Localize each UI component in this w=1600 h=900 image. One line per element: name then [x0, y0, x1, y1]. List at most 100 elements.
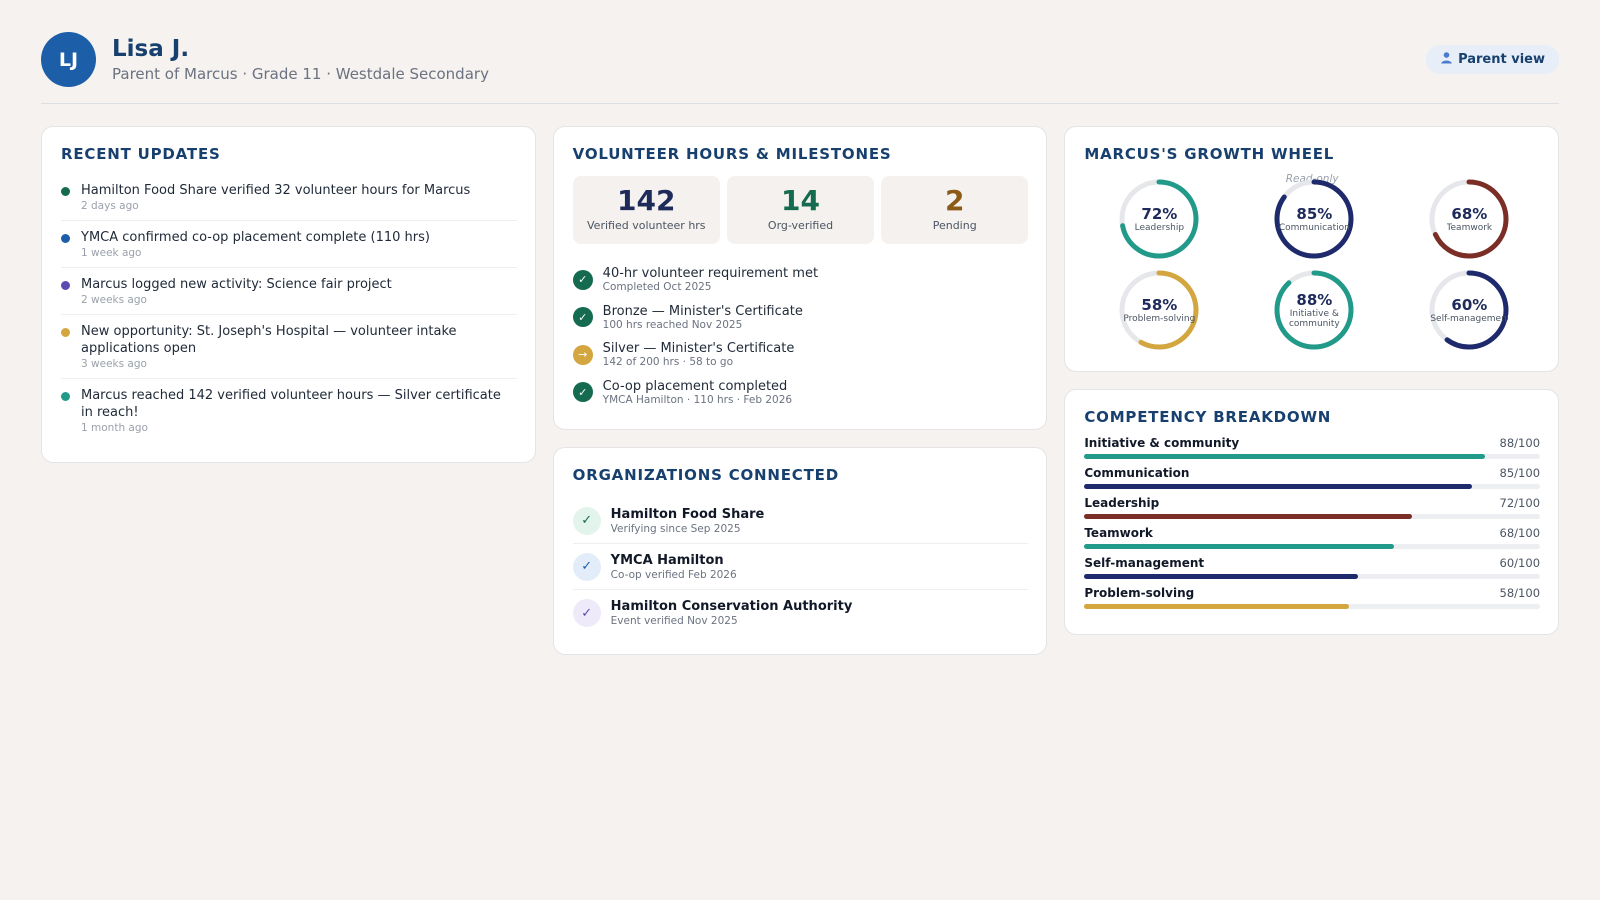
- update-text: Hamilton Food Share verified 32 voluntee…: [81, 183, 471, 198]
- milestone-title: Bronze — Minister's Certificate: [602, 303, 803, 319]
- ring-label: Problem-solving: [1123, 313, 1196, 324]
- ring-center: 68% Teamwork: [1427, 177, 1511, 261]
- competency-bar-fill: [1084, 574, 1358, 579]
- competency-score: 60/100: [1499, 556, 1541, 570]
- stat-value: 14: [781, 184, 820, 217]
- competency-row: Initiative & community 88/100: [1084, 436, 1541, 459]
- competency-row: Self-management 60/100: [1084, 556, 1541, 579]
- competency-bar: [1084, 544, 1541, 549]
- update-time: 2 weeks ago: [81, 294, 147, 306]
- ring-percent: 68%: [1451, 204, 1488, 223]
- skill-ring: 72% Leadership: [1117, 177, 1201, 261]
- stat-label: Org-verified: [767, 219, 834, 232]
- competency-header: Initiative & community 88/100: [1084, 436, 1540, 450]
- stat-label: Pending: [932, 219, 977, 232]
- ring-progress: [1119, 179, 1199, 259]
- organization-name: YMCA Hamilton: [610, 552, 724, 568]
- competency-bar: [1084, 514, 1541, 519]
- growth-wheel-title: MARCUS'S GROWTH WHEEL: [1084, 145, 1335, 163]
- update-time: 1 week ago: [81, 247, 142, 259]
- status-dot: [61, 187, 70, 196]
- column-middle: VOLUNTEER HOURS & MILESTONES 142 Verified…: [552, 126, 1048, 655]
- stat-tile: 142 Verified volunteer hrs: [572, 176, 720, 244]
- column-left: RECENT UPDATES Hamilton Food Share verif…: [41, 126, 536, 463]
- ring-center: 88% Initiative & community: [1272, 268, 1356, 352]
- milestone-item: → Silver — Minister's Certificate 142 of 2…: [572, 336, 1029, 374]
- stat-value: 142: [617, 184, 676, 217]
- ring-gauge: [1274, 179, 1354, 259]
- organization-body: Hamilton Conservation Authority Event ver…: [611, 599, 853, 627]
- organization-status: Co-op verified Feb 2026: [610, 568, 737, 581]
- skill-ring: 88% Initiative & community: [1272, 268, 1356, 352]
- organization-name: Hamilton Food Share: [610, 506, 765, 522]
- growth-wheel: Read-only 72% Leadership 85% Communication 6…: [1084, 172, 1540, 357]
- update-body: Marcus logged new activity: Science fair…: [81, 276, 392, 306]
- competency-bar-fill: [1084, 544, 1395, 549]
- milestone-sub: Completed Oct 2025: [602, 281, 712, 294]
- competency-bar-fill: [1084, 514, 1413, 519]
- organization-item[interactable]: ✓ YMCA Hamilton Co-op verified Feb 2026: [572, 544, 1029, 590]
- milestone-item: ✓ Co-op placement completed YMCA Hamilton …: [572, 374, 1029, 412]
- update-item[interactable]: New opportunity: St. Joseph's Hospital —…: [61, 323, 517, 379]
- update-item[interactable]: Hamilton Food Share verified 32 voluntee…: [61, 182, 517, 221]
- check-icon: ✓: [572, 382, 593, 403]
- status-dot: [61, 392, 70, 401]
- ring-center: 60% Self-management: [1427, 268, 1511, 352]
- page-header: LJ Lisa J. Parent of Marcus · Grade 11 ·…: [41, 32, 1559, 87]
- competency-header: Self-management 60/100: [1084, 556, 1540, 570]
- competency-row: Problem-solving 58/100: [1084, 586, 1541, 609]
- milestone-title: 40-hr volunteer requirement met: [602, 266, 819, 282]
- milestone-sub: 142 of 200 hrs · 58 to go: [602, 356, 734, 369]
- update-body: YMCA confirmed co-op placement complete …: [81, 229, 430, 259]
- update-item[interactable]: YMCA confirmed co-op placement complete …: [61, 229, 517, 268]
- update-body: New opportunity: St. Joseph's Hospital —…: [81, 323, 517, 370]
- volunteer-title: VOLUNTEER HOURS & MILESTONES: [572, 145, 892, 163]
- competency-row: Teamwork 68/100: [1084, 526, 1541, 549]
- ring-label: Communication: [1278, 222, 1350, 233]
- ring-gauge: [1274, 270, 1354, 350]
- ring-progress: [1274, 179, 1354, 259]
- competency-score: 58/100: [1499, 586, 1541, 600]
- organization-name: Hamilton Conservation Authority: [610, 599, 853, 614]
- ring-percent: 58%: [1141, 295, 1178, 314]
- ring-progress: [1119, 270, 1199, 350]
- competency-header: Problem-solving 58/100: [1084, 586, 1540, 600]
- milestone-sub: YMCA Hamilton · 110 hrs · Feb 2026: [602, 393, 793, 406]
- competency-header: Teamwork 68/100: [1084, 526, 1540, 540]
- update-text: Marcus logged new activity: Science fair…: [81, 277, 392, 292]
- competency-bar: [1084, 454, 1541, 459]
- parent-view-badge[interactable]: Parent view: [1426, 45, 1559, 74]
- parent-view-label: Parent view: [1458, 52, 1545, 67]
- competency-row: Communication 85/100: [1084, 466, 1541, 489]
- ring-label: Leadership: [1134, 222, 1185, 233]
- skill-ring: 58% Problem-solving: [1117, 268, 1201, 352]
- update-item[interactable]: Marcus logged new activity: Science fair…: [61, 276, 517, 315]
- ring-progress: [1274, 270, 1354, 350]
- update-time: 3 weeks ago: [81, 358, 147, 370]
- ring-label: Teamwork: [1446, 222, 1493, 233]
- competency-score: 72/100: [1499, 496, 1541, 510]
- skill-ring: 68% Teamwork: [1427, 177, 1511, 261]
- competency-bar: [1084, 604, 1541, 609]
- stat-tile: 14 Org-verified: [726, 176, 875, 244]
- organization-item[interactable]: ✓ Hamilton Food Share Verifying since Sep …: [572, 498, 1029, 544]
- competency-list: Initiative & community 88/100 Communicatio…: [1084, 436, 1541, 609]
- updates-list: Hamilton Food Share verified 32 voluntee…: [61, 182, 517, 444]
- ring-percent: 88%: [1296, 290, 1333, 309]
- competency-score: 88/100: [1499, 436, 1541, 450]
- milestone-item: ✓ Bronze — Minister's Certificate 100 hrs …: [572, 299, 1029, 337]
- ring-gauge: [1429, 179, 1509, 259]
- ring-center: 58% Problem-solving: [1117, 268, 1201, 352]
- ring-percent: 60%: [1451, 295, 1488, 314]
- stat-label: Verified volunteer hrs: [587, 219, 706, 232]
- organization-item[interactable]: ✓ Hamilton Conservation Authority Event ve…: [572, 590, 1029, 636]
- update-body: Hamilton Food Share verified 32 voluntee…: [81, 182, 470, 212]
- competency-score: 68/100: [1499, 526, 1541, 540]
- header-divider: [41, 103, 1559, 104]
- update-time: 1 month ago: [81, 422, 148, 434]
- competency-name: Teamwork: [1084, 526, 1153, 540]
- avatar[interactable]: LJ: [41, 32, 96, 87]
- ring-percent: 72%: [1141, 204, 1178, 223]
- check-icon: ✓: [572, 506, 601, 535]
- update-item[interactable]: Marcus reached 142 verified volunteer ho…: [61, 387, 517, 444]
